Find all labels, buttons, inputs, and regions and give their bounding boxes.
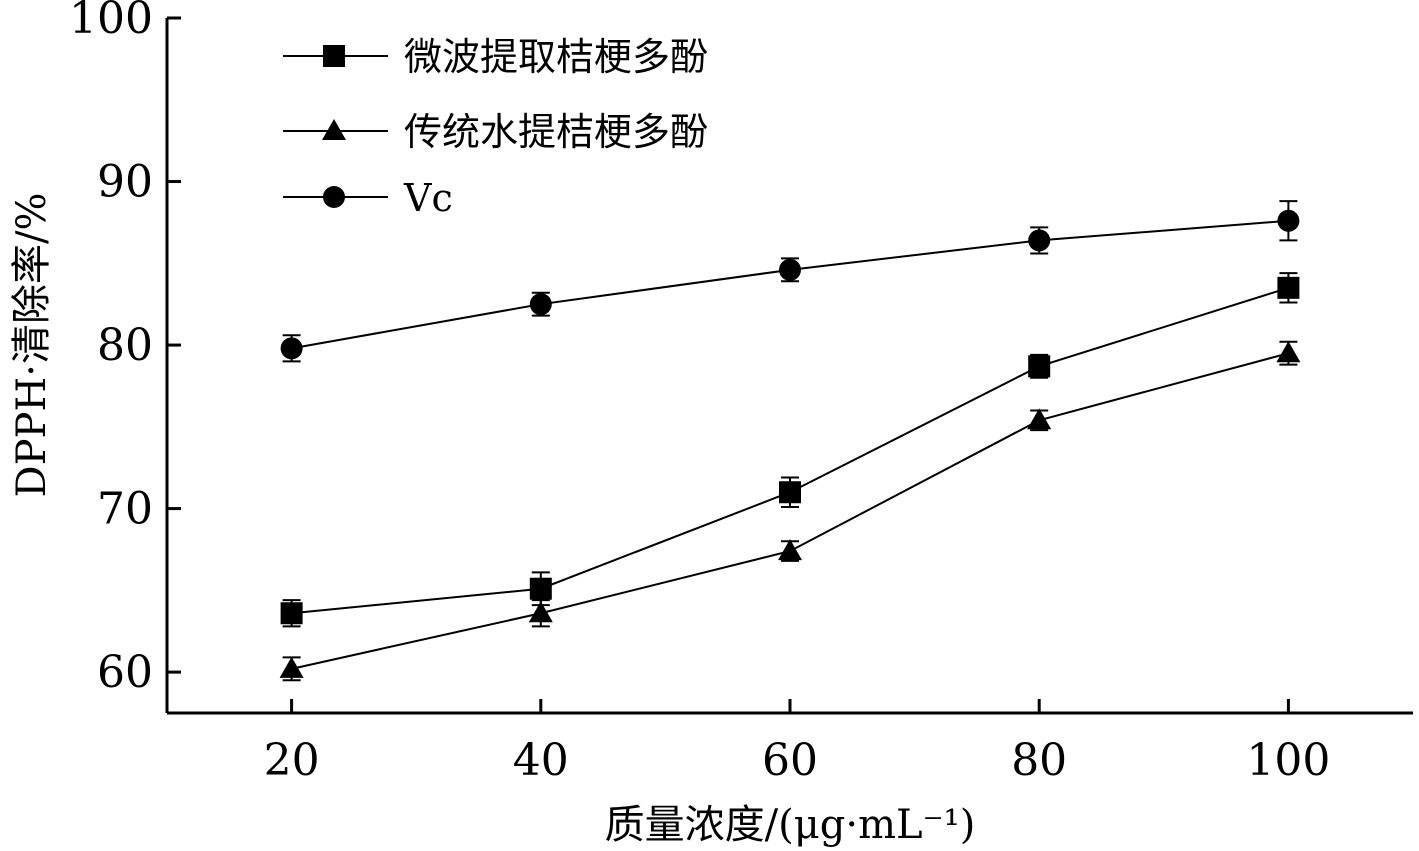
series-layer [279, 200, 1301, 682]
data-point [528, 601, 553, 623]
data-point [529, 293, 552, 316]
data-point [1028, 355, 1051, 378]
legend-label: 传统水提桔梗多酚 [404, 110, 708, 154]
data-point [1277, 276, 1300, 299]
y-axis-title: DPPH·清除率/% [9, 193, 55, 498]
x-tick-label: 60 [762, 735, 818, 786]
data-point [280, 337, 303, 360]
series-triangle [279, 340, 1301, 682]
data-point [1027, 408, 1052, 430]
series-circle [280, 200, 1300, 363]
legend-label: Vc [403, 176, 453, 220]
y-tick-label: 60 [97, 647, 153, 698]
legend-marker [323, 186, 345, 208]
data-point [1276, 341, 1301, 363]
legend-marker [323, 45, 345, 67]
series-line [291, 286, 1289, 615]
legend-entry: Vc [283, 176, 453, 220]
x-tick-label: 40 [513, 735, 569, 786]
data-point [779, 481, 801, 504]
series-square [280, 272, 1300, 628]
y-tick-label: 90 [97, 157, 153, 208]
legend-entry: 微波提取桔梗多酚 [283, 35, 708, 79]
series-line [291, 219, 1289, 350]
data-point [778, 539, 802, 561]
data-point [1028, 229, 1051, 252]
legend-marker [322, 119, 346, 140]
y-tick-label: 70 [97, 484, 153, 535]
y-tick-label: 100 [69, 0, 153, 44]
axes [165, 18, 1413, 715]
series-line [291, 352, 1289, 670]
data-point [280, 602, 303, 625]
data-point [279, 656, 304, 678]
y-tick-label: 80 [97, 320, 153, 371]
x-tick-label: 80 [1011, 735, 1067, 786]
x-axis-title: 质量浓度/(μg·mL⁻¹) [605, 802, 976, 848]
data-point [1277, 209, 1300, 232]
x-ticks: 20 40 60 80 100 [264, 699, 1330, 786]
data-point [529, 577, 552, 600]
data-point [779, 258, 801, 281]
y-ticks: 60 70 80 90 100 [69, 0, 181, 698]
legend-label: 微波提取桔梗多酚 [404, 35, 708, 79]
x-tick-label: 20 [264, 735, 320, 786]
legend-entry: 传统水提桔梗多酚 [283, 110, 708, 154]
x-tick-label: 100 [1246, 735, 1330, 786]
